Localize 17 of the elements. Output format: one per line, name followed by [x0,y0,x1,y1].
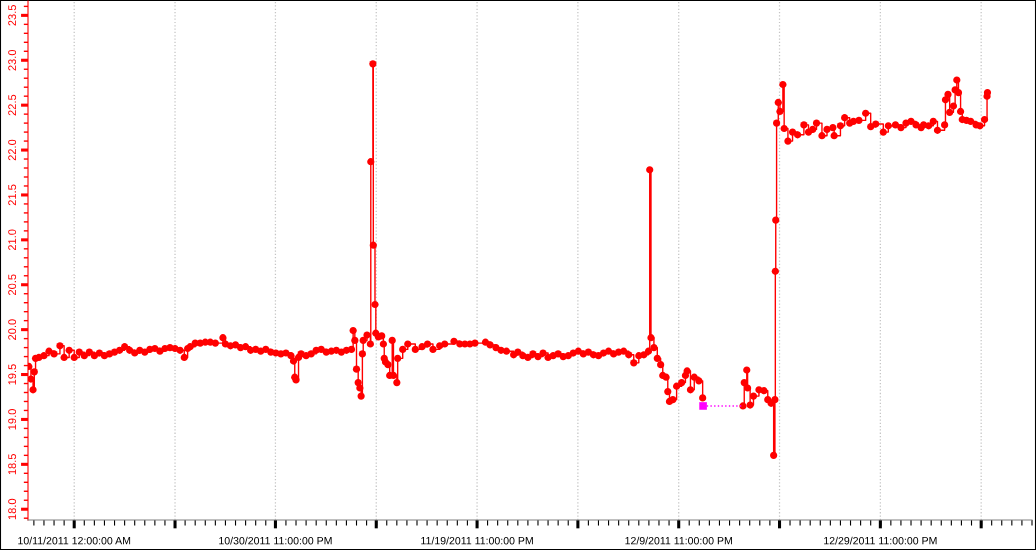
x-tick-label: 10/30/2011 11:00:00 PM [219,536,332,545]
y-tick-label: 23.5 [8,5,17,26]
y-tick-label: 22.0 [8,139,17,161]
y-tick-label: 21.5 [8,184,17,206]
y-tick-label: 22.5 [8,94,17,116]
x-tick-label: 12/29/2011 11:00:00 PM [824,536,937,545]
y-tick-label: 18.0 [8,498,17,520]
x-tick-label: 11/19/2011 11:00:00 PM [421,536,533,545]
x-tick-label: 12/9/2011 11:00:00 PM [625,536,732,545]
y-tick-label: 23.0 [8,49,17,71]
y-tick-label: 20.5 [8,274,17,295]
y-tick-label: 19.0 [8,409,17,430]
y-tick-label: 21.0 [8,229,17,251]
y-tick-label: 20.0 [8,319,17,340]
x-tick-label: 10/11/2011 12:00:00 AM [18,536,131,545]
y-tick-label: 19.5 [8,364,17,385]
y-tick-label: 18.5 [8,453,17,475]
